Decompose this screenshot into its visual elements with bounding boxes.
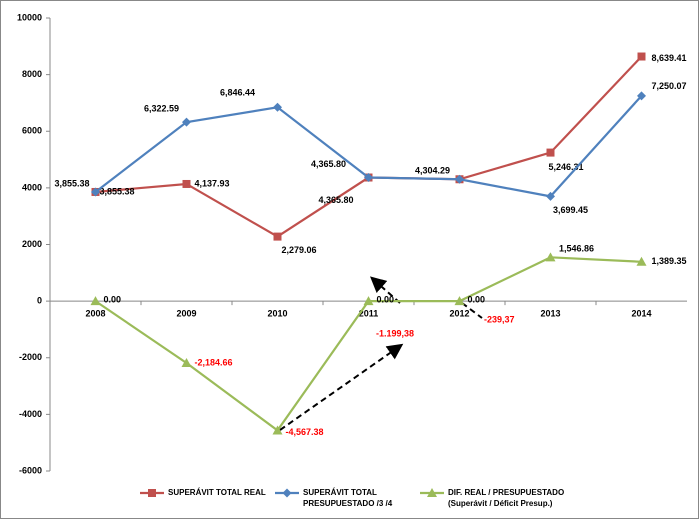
y-tick-label: 6000 — [22, 126, 42, 136]
data-point — [454, 296, 465, 306]
data-label: 0.00 — [377, 295, 395, 305]
data-point — [91, 187, 100, 197]
y-tick-label: -2000 — [19, 352, 42, 362]
y-tick-label: 2000 — [22, 239, 42, 249]
data-point — [637, 52, 646, 61]
data-label: 4,137.93 — [195, 178, 230, 188]
y-tick-label: -6000 — [19, 465, 42, 475]
annotation-arrow — [370, 276, 401, 304]
data-point — [364, 173, 373, 183]
annotation: -239,37 — [484, 314, 515, 324]
data-point — [273, 102, 282, 112]
x-tick-label: 2014 — [631, 309, 651, 319]
y-tick-label: 10000 — [17, 12, 42, 22]
data-point — [455, 174, 464, 184]
data-label: 6,322.59 — [144, 103, 179, 113]
y-tick-label: 4000 — [22, 182, 42, 192]
data-label: 8,639.41 — [652, 53, 687, 63]
y-tick-label: 8000 — [22, 69, 42, 79]
data-point — [181, 357, 192, 367]
data-point — [273, 232, 282, 241]
x-tick-label: 2013 — [540, 309, 560, 319]
data-point — [636, 256, 647, 266]
data-label: 0.00 — [104, 295, 122, 305]
data-point — [546, 148, 555, 157]
data-label: 4,304.29 — [415, 166, 450, 176]
x-tick-label: 2009 — [176, 309, 196, 319]
data-label: -4,567.38 — [286, 427, 324, 437]
data-label: 4,365.80 — [319, 195, 354, 205]
x-tick-label: 2011 — [359, 309, 379, 319]
x-tick-label: 2012 — [449, 309, 469, 319]
data-label: 3,699.45 — [553, 205, 588, 215]
data-label: 0.00 — [468, 295, 486, 305]
annotation: -1.199,38 — [376, 328, 414, 338]
data-label: 7,250.07 — [652, 81, 687, 91]
data-label: 3,855.38 — [54, 178, 89, 188]
data-point — [546, 191, 555, 201]
data-point — [545, 252, 556, 262]
data-point — [363, 296, 374, 306]
legend-label: DIF. REAL / PRESUPUESTADO (Superávit / D… — [448, 488, 565, 508]
data-label: 4,365.80 — [311, 159, 346, 169]
y-tick-label: 0 — [37, 296, 42, 306]
y-tick-label: -4000 — [19, 409, 42, 419]
data-label: 2,279.06 — [282, 245, 317, 255]
data-point — [182, 117, 191, 127]
data-point — [637, 91, 646, 101]
annotation-arrow — [461, 302, 483, 319]
data-point — [272, 425, 283, 435]
legend-label: SUPERÁVIT TOTAL REAL — [168, 488, 266, 497]
data-label: -2,184.66 — [195, 357, 233, 367]
data-point — [90, 296, 101, 306]
data-label: 5,246.31 — [549, 162, 584, 172]
legend-label: SUPERÁVIT TOTAL PRESUPUESTADO /3 /4 — [303, 488, 393, 508]
annotation-arrow — [279, 343, 404, 431]
data-label: 1,389.35 — [652, 256, 687, 266]
x-tick-label: 2008 — [85, 309, 105, 319]
data-label: 1,546.86 — [559, 244, 594, 254]
legend-marker — [282, 488, 292, 498]
x-tick-label: 2010 — [267, 309, 287, 319]
data-point — [182, 179, 191, 188]
data-label: 3,855.38 — [100, 186, 135, 196]
data-label: 6,846.44 — [220, 88, 255, 98]
legend-marker — [427, 488, 437, 497]
legend-marker — [148, 489, 156, 497]
